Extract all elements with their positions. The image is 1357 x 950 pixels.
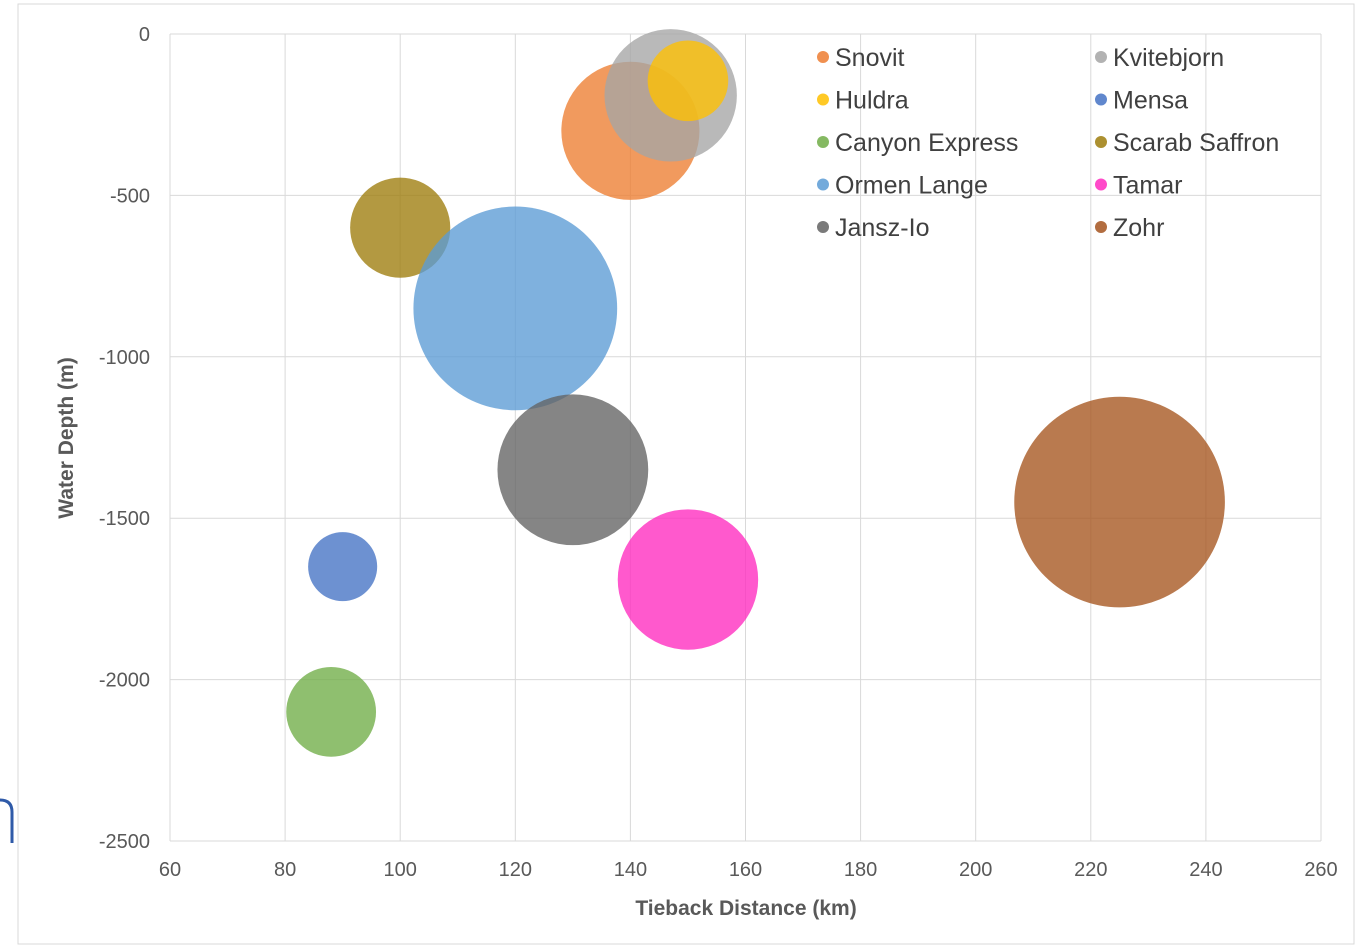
legend-label: Ormen Lange [835, 172, 988, 200]
y-tick-label: -2500 [99, 831, 150, 853]
bubble-jansz-io [497, 394, 649, 546]
legend-label: Huldra [835, 87, 909, 115]
legend-marker [817, 51, 829, 63]
x-tick-label: 260 [1304, 859, 1337, 881]
legend-label: Tamar [1113, 172, 1182, 200]
y-tick-labels: 0 -500 -1000 -1500 -2000 -2500 [99, 24, 150, 853]
y-tick-label: -500 [110, 185, 150, 207]
legend-label: Kvitebjorn [1113, 44, 1224, 72]
legend-marker [1095, 221, 1107, 233]
legend-marker [1095, 93, 1107, 106]
y-tick-label: -2000 [99, 670, 150, 692]
legend-label: Snovit [835, 44, 905, 72]
gridlines [169, 33, 1322, 842]
x-tick-label: 120 [499, 859, 532, 881]
legend-marker [817, 136, 829, 148]
x-tick-label: 60 [159, 859, 181, 881]
y-tick-label: 0 [139, 24, 150, 46]
legend-marker [1095, 51, 1107, 63]
bubble-zohr [1014, 396, 1225, 608]
legend-marker [1095, 136, 1107, 148]
legend-label: Jansz-Io [835, 214, 929, 242]
x-tick-label: 240 [1189, 859, 1222, 881]
legend-marker [817, 178, 829, 191]
legend-label: Zohr [1113, 214, 1164, 242]
x-tick-label: 180 [844, 859, 877, 881]
bubble-ormen-lange [413, 206, 618, 411]
legend-marker [817, 93, 829, 106]
bubble-canyon-express [286, 666, 377, 757]
bubble-scarab-saffron [350, 177, 451, 278]
x-tick-label: 140 [614, 859, 647, 881]
y-tick-label: -1000 [99, 347, 150, 369]
legend-label: Scarab Saffron [1113, 129, 1279, 157]
x-tick-labels: 60 80 100 120 140 160 180 200 220 240 260 [159, 859, 1338, 881]
x-tick-label: 100 [384, 859, 417, 881]
legend-marker [1095, 178, 1107, 191]
legend-label: Mensa [1113, 87, 1188, 115]
x-axis-label: Tieback Distance (km) [635, 897, 856, 920]
x-tick-label: 80 [274, 859, 296, 881]
legend: Snovit Kvitebjorn Huldra Mensa Canyon Expres… [817, 44, 1279, 242]
x-tick-label: 200 [959, 859, 992, 881]
y-tick-label: -1500 [99, 508, 150, 530]
bubble-mensa [308, 532, 378, 602]
bubble-huldra [647, 40, 729, 122]
bubble-layer [286, 29, 1225, 757]
page-edge-fragment [0, 798, 14, 843]
x-tick-label: 220 [1074, 859, 1107, 881]
x-tick-label: 160 [729, 859, 762, 881]
bubble-tamar [617, 509, 759, 650]
y-axis-label: Water Depth (m) [55, 357, 78, 518]
legend-marker [817, 221, 829, 233]
legend-label: Canyon Express [835, 129, 1018, 157]
